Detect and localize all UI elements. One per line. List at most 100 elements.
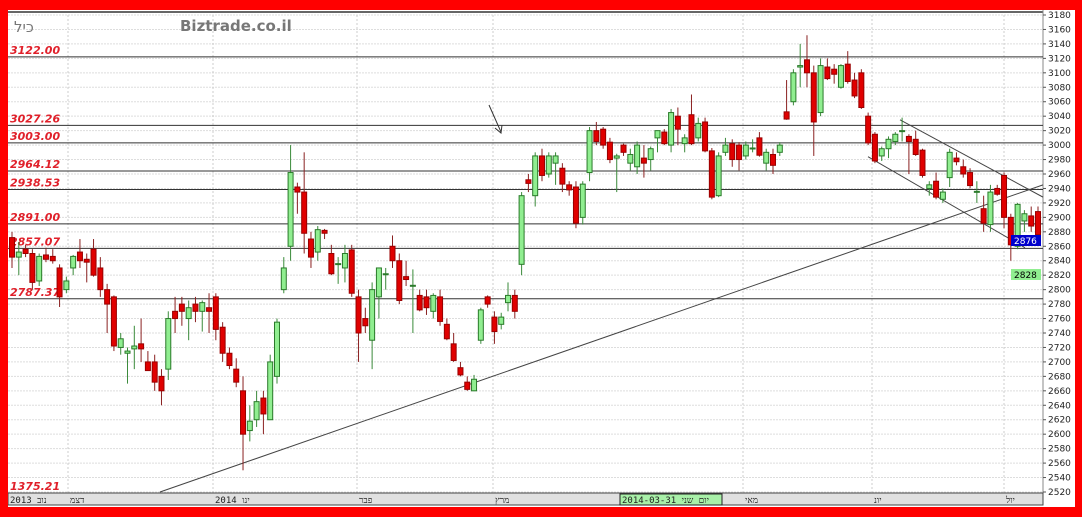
candle-body [172, 310, 179, 320]
candle [939, 188, 946, 203]
candle [9, 231, 15, 268]
candle-body [117, 338, 124, 348]
candle [1028, 206, 1035, 232]
candle-body [178, 303, 185, 312]
candle-body [76, 251, 83, 262]
candle-body [681, 137, 688, 145]
candle-body [532, 155, 539, 197]
level-label: 2891.00 [10, 211, 60, 224]
candle [226, 347, 233, 370]
candle [708, 147, 715, 200]
y-tick-label: 2540 [1048, 474, 1071, 484]
candle [301, 152, 308, 254]
candle-body [369, 289, 376, 341]
candle [199, 300, 206, 332]
candle [953, 152, 960, 166]
candle-body [341, 253, 348, 269]
candle [416, 289, 423, 312]
candle [131, 325, 138, 370]
candle-body [321, 229, 328, 234]
candle [973, 181, 980, 203]
candlestick-chart[interactable]: 3122.00 3027.26 3003.00 2964.12 2938.53 2891.… [8, 10, 1075, 507]
candle [219, 322, 226, 362]
y-axis: 3180 3160 3140 3120 3100 3080 3060 3040 3020 3000… [1043, 11, 1071, 498]
candle [484, 295, 491, 308]
candle-body [484, 296, 491, 305]
y-tick-label: 2860 [1048, 242, 1071, 252]
candle [600, 127, 607, 149]
candle-body [498, 316, 505, 325]
y-tick-label: 2720 [1048, 343, 1071, 353]
candle-body [654, 130, 661, 139]
candle [803, 35, 810, 88]
y-tick-label: 2680 [1048, 372, 1071, 382]
candle [267, 354, 274, 421]
candle-body [437, 296, 444, 322]
candle-body [212, 296, 219, 330]
candle [545, 152, 552, 178]
candle-body [559, 167, 566, 185]
candle-body [865, 115, 872, 144]
y-tick-label: 3040 [1048, 112, 1071, 122]
candle [321, 228, 328, 240]
candle-body [912, 138, 919, 155]
candle-body [797, 65, 804, 68]
candle [457, 361, 464, 377]
candle-body [946, 151, 953, 179]
candle-body [790, 72, 797, 103]
candle [389, 235, 396, 268]
grid [8, 10, 1044, 505]
candle-body [165, 318, 172, 370]
level-label: 2964.12 [10, 158, 60, 171]
candle [206, 293, 213, 333]
x-axis-label: מרץ [495, 496, 509, 506]
candle [899, 117, 906, 142]
candle [783, 80, 790, 120]
candle [776, 142, 783, 156]
y-tick-label: 2820 [1048, 271, 1071, 281]
candle-body [307, 238, 314, 258]
level-label: 3027.26 [10, 112, 60, 125]
candle-body [939, 191, 946, 200]
candle-body [477, 309, 484, 341]
cursor-date-box [619, 493, 723, 506]
candle-body [803, 59, 810, 74]
candle [505, 282, 512, 312]
other-price-tag: 2828 [1014, 271, 1037, 281]
candle [437, 289, 444, 326]
y-tick-label: 3000 [1048, 141, 1071, 151]
candle-body [770, 153, 777, 166]
candle [117, 333, 124, 355]
candle-body [892, 133, 899, 142]
candle [165, 311, 172, 380]
candle-body [518, 195, 525, 265]
candle [409, 269, 416, 333]
candle [430, 293, 437, 319]
candle-body [579, 183, 586, 218]
candle-body [566, 184, 573, 191]
candle [348, 244, 355, 297]
candle [192, 296, 199, 323]
candle [369, 282, 376, 370]
candle-body [593, 130, 600, 142]
candle-body [457, 367, 464, 376]
candle-body [933, 180, 940, 198]
candle [933, 172, 940, 200]
candle-body [70, 255, 77, 269]
chart-frame: 3122.00 3027.26 3003.00 2964.12 2938.53 2891.… [8, 10, 1075, 507]
candle-body [960, 166, 967, 175]
y-tick-label: 3140 [1048, 40, 1071, 50]
candle [831, 64, 838, 84]
candle-body [715, 155, 722, 197]
candle-body [674, 115, 681, 130]
y-tick-label: 2880 [1048, 228, 1071, 238]
candle [647, 146, 654, 171]
candle-body [185, 307, 192, 320]
y-tick-label: 3100 [1048, 69, 1071, 79]
candle [865, 112, 872, 146]
candle-body [967, 172, 974, 187]
candle [233, 358, 240, 388]
candle-body [158, 375, 165, 392]
candle-body [885, 138, 892, 150]
candle-body [416, 294, 423, 311]
